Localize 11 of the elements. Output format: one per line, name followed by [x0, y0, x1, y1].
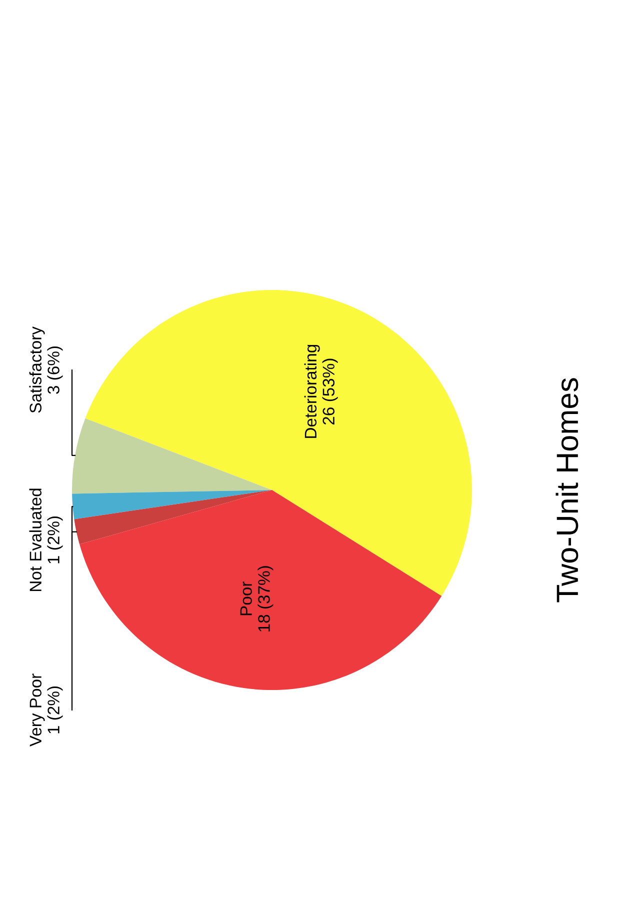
- slice-label: Very Poor: [30, 674, 45, 747]
- data-label: 18 (37%): [258, 566, 274, 632]
- text: Two-Unit Homes: [556, 378, 578, 602]
- slice-label: Poor: [240, 582, 252, 616]
- data-label: 3 (6%): [47, 346, 63, 394]
- slice-label: Deteriorating: [304, 344, 320, 438]
- slice-label: Not Evaluated: [29, 488, 42, 591]
- data-label: 26 (53%): [322, 358, 338, 425]
- data-label: 1 (2%): [47, 516, 63, 564]
- data-label: 1 (2%): [47, 686, 63, 734]
- slice-label: Satisfactory: [29, 326, 45, 413]
